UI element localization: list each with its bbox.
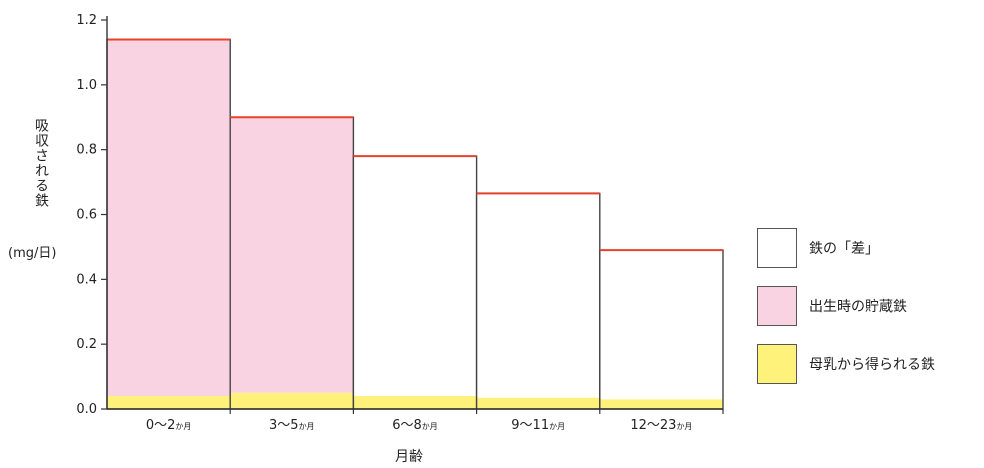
- y-tick-label: 0.8: [76, 143, 97, 158]
- bar-segment: [230, 392, 354, 409]
- y-tick-label: 1.0: [76, 78, 97, 93]
- legend-item-breastmilk-iron: 母乳から得られる鉄: [757, 342, 935, 386]
- x-tick-label: 9〜11か月: [511, 418, 565, 433]
- y-axis-unit: (mg/日): [8, 246, 57, 261]
- x-tick-label: 12〜23か月: [630, 418, 692, 433]
- bar-segment: [353, 156, 477, 397]
- legend-item-difference: 鉄の「差」: [757, 226, 935, 270]
- y-tick-label: 0.0: [76, 402, 97, 417]
- legend-label-breastmilk-iron: 母乳から得られる鉄: [809, 357, 935, 373]
- bar-segment: [107, 396, 231, 409]
- bar-segment: [353, 396, 477, 409]
- y-tick-label: 1.2: [76, 13, 97, 28]
- bar-segment: [107, 39, 231, 397]
- bar-segment: [599, 399, 723, 409]
- legend-swatch-birth-stored-iron: [757, 286, 797, 326]
- x-axis-title: 月齢: [395, 449, 423, 465]
- bar-segment: [599, 250, 723, 400]
- bar-segment: [476, 193, 600, 398]
- legend-label-difference: 鉄の「差」: [809, 241, 879, 257]
- legend: 鉄の「差」 出生時の貯蔵鉄 母乳から得られる鉄: [757, 226, 935, 400]
- legend-item-birth-stored-iron: 出生時の貯蔵鉄: [757, 284, 935, 328]
- y-tick-label: 0.4: [76, 272, 97, 287]
- x-tick-label: 0〜2か月: [146, 418, 192, 433]
- x-tick-label: 3〜5か月: [269, 418, 315, 433]
- legend-label-birth-stored-iron: 出生時の貯蔵鉄: [809, 299, 907, 315]
- x-tick-label: 6〜8か月: [392, 418, 438, 433]
- y-axis-title: 吸収される鉄: [33, 118, 49, 208]
- y-tick-label: 0.6: [76, 208, 97, 223]
- legend-swatch-breastmilk-iron: [757, 344, 797, 384]
- bar-segment: [476, 397, 600, 409]
- bar-segment: [230, 117, 354, 393]
- y-tick-label: 0.2: [76, 337, 97, 352]
- legend-swatch-difference: [757, 228, 797, 268]
